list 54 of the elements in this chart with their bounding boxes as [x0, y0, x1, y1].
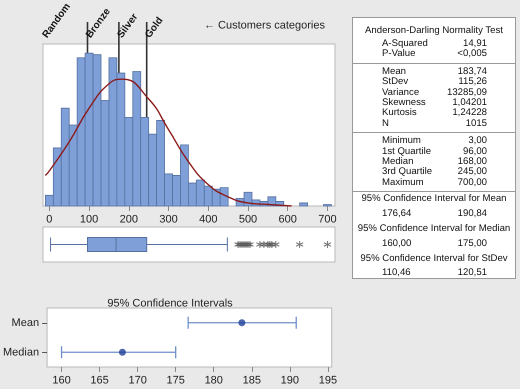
x-tick-label: 180 — [204, 374, 223, 386]
text: 245,00 — [458, 166, 487, 178]
text: Skewness — [382, 97, 426, 108]
text: Kurtosis — [382, 107, 417, 119]
x-tick-label: 300 — [159, 214, 178, 226]
text: A-Squared — [382, 38, 428, 49]
text: 95% Confidence Interval for Mean — [360, 193, 508, 205]
text: <0,005 — [457, 48, 487, 60]
text: 95% Confidence Interval for Median — [356, 223, 512, 234]
x-tick-label: 165 — [90, 374, 109, 386]
text: Minimum — [382, 135, 421, 147]
x-tick-label: 195 — [318, 374, 338, 386]
x-tick-label: 400 — [199, 214, 218, 226]
text: 13285,09 — [446, 86, 487, 98]
text: 1,04201 — [452, 97, 487, 108]
chart-title: 95% Confidence Intervals — [107, 298, 234, 310]
text: 190,84 — [458, 208, 487, 220]
text: 160,00 — [382, 238, 412, 249]
text: 95% Confidence Interval for StDev — [359, 252, 509, 264]
text: Median — [382, 156, 414, 168]
text: 183,74 — [458, 66, 487, 77]
text: Mean — [382, 66, 406, 77]
text: 1,24228 — [452, 107, 487, 119]
text: 168,00 — [458, 156, 487, 168]
text: 176,64 — [382, 208, 412, 220]
text: 1015 — [466, 118, 487, 130]
x-tick-label: 0 — [46, 214, 52, 226]
text: N — [382, 118, 389, 130]
text: 3rd Quartile — [382, 166, 432, 178]
text: Variance — [382, 86, 420, 98]
x-tick-label: 175 — [166, 374, 185, 386]
text: StDev — [382, 76, 408, 88]
x-tick-label: 200 — [120, 214, 138, 226]
text: ← Customers categories — [204, 20, 326, 32]
text: 115,26 — [458, 76, 487, 88]
text: 96,00 — [462, 146, 487, 157]
text: 700,00 — [458, 176, 487, 188]
text: 14,91 — [462, 38, 487, 49]
text: Anderson-Darling Normality Test — [364, 24, 504, 36]
text: 175,00 — [458, 238, 487, 249]
x-tick-label: 160 — [52, 374, 71, 386]
x-tick-label: 500 — [238, 214, 258, 226]
x-tick-label: 185 — [242, 374, 261, 386]
text: 3,00 — [468, 135, 487, 147]
text: 120,51 — [458, 267, 487, 279]
x-tick-label: 600 — [278, 214, 297, 226]
text: Maximum — [382, 176, 424, 188]
x-tick-label: 100 — [80, 214, 98, 226]
text: 1st Quartile — [382, 146, 432, 157]
text: 110,46 — [382, 267, 411, 279]
x-tick-label: 700 — [318, 214, 337, 226]
text: P-Value — [382, 48, 416, 60]
x-tick-label: 170 — [128, 374, 147, 386]
x-tick-label: 190 — [280, 374, 300, 386]
